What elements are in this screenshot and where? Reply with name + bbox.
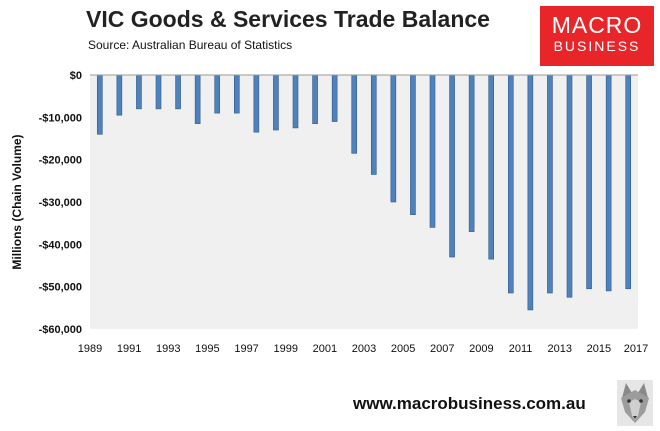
bar-1995 [194, 74, 201, 124]
y-tick-label: -$60,000 [39, 324, 82, 336]
y-axis-ticks: $0 -$10,000 -$20,000 -$30,000 -$40,000 -$50,0… [39, 70, 82, 336]
x-tick-label: 2011 [509, 343, 533, 355]
bar-2017 [625, 74, 632, 290]
bar-1990 [96, 74, 103, 135]
x-tick-label: 2003 [352, 343, 376, 355]
logo-line-1: MACRO [551, 12, 643, 38]
bar-2006 [410, 74, 416, 215]
x-tick-label: 2013 [547, 343, 571, 355]
y-tick-label: -$30,000 [39, 197, 82, 209]
chart-source: Source: Australian Bureau of Statistics [88, 38, 293, 52]
bar-1993 [155, 74, 162, 110]
bar-1999 [273, 74, 279, 131]
bar-1998 [253, 74, 260, 133]
bar-2012 [527, 74, 534, 311]
x-tick-label: 1993 [156, 343, 180, 355]
x-tick-label: 1997 [234, 343, 258, 355]
x-tick-label: 2001 [313, 343, 337, 355]
bar-1997 [233, 74, 240, 114]
x-axis-ticks: 1989 1991 1993 1995 1997 1999 2001 2003 2005 2007… [78, 343, 648, 355]
bar-2007 [429, 74, 436, 228]
y-tick-label: -$10,000 [39, 112, 82, 124]
bar-2008 [449, 74, 455, 258]
footer-url: www.macrobusiness.com.au [353, 394, 586, 413]
x-tick-label: 1999 [273, 343, 297, 355]
bar-2015 [586, 74, 592, 290]
bar-2005 [390, 74, 397, 203]
bar-1994 [175, 74, 181, 110]
bar-2014 [566, 74, 573, 298]
x-tick-label: 2005 [391, 343, 415, 355]
wolf-icon [617, 380, 653, 426]
x-tick-label: 1991 [117, 343, 141, 355]
bar-2003 [351, 74, 358, 154]
bar-1992 [136, 74, 142, 110]
x-tick-label: 2017 [624, 343, 648, 355]
logo-line-2: BUSINESS [553, 38, 641, 54]
bar-group [96, 74, 632, 311]
macrobusiness-logo: MACRO BUSINESS [540, 6, 654, 66]
y-tick-label: -$40,000 [39, 239, 82, 251]
chart-title: VIC Goods & Services Trade Balance [86, 6, 490, 32]
y-tick-label: -$20,000 [39, 155, 82, 167]
bar-2013 [547, 74, 553, 294]
x-tick-label: 2007 [430, 343, 454, 355]
x-tick-label: 2009 [469, 343, 493, 355]
x-tick-label: 2015 [587, 343, 611, 355]
plot-area [90, 75, 638, 329]
bar-2011 [507, 74, 514, 294]
bar-2016 [605, 74, 612, 292]
y-axis-label: Millions (Chain Volume) [10, 134, 24, 269]
bar-2010 [488, 74, 495, 260]
bar-2009 [468, 74, 475, 232]
y-tick-label: -$50,000 [39, 282, 82, 294]
bar-2000 [292, 74, 299, 129]
x-tick-label: 1989 [78, 343, 102, 355]
bar-1996 [214, 74, 221, 114]
y-tick-label: $0 [70, 70, 82, 82]
bar-2004 [370, 74, 377, 175]
bar-2001 [312, 74, 318, 124]
x-tick-label: 1995 [195, 343, 219, 355]
bar-1991 [116, 74, 123, 116]
bar-2002 [331, 74, 338, 122]
